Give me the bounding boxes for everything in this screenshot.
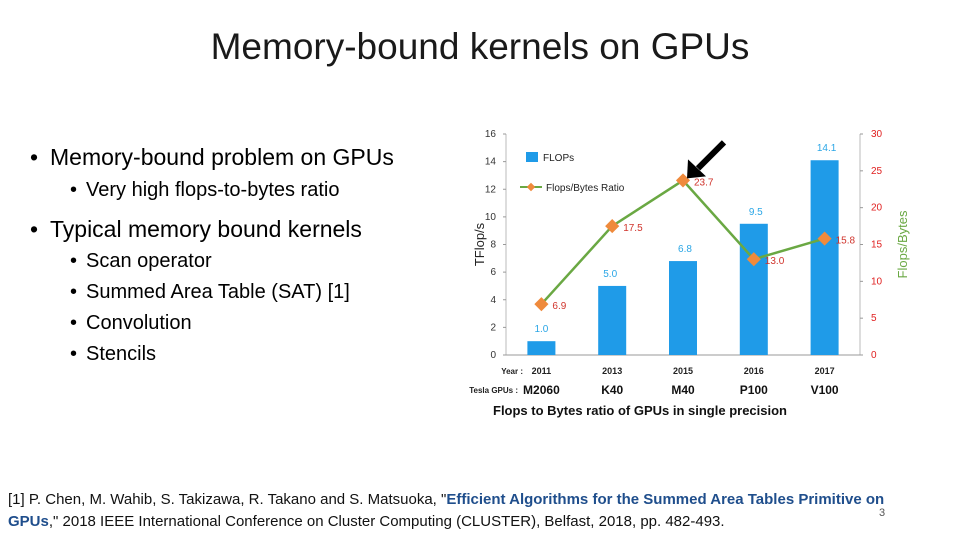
annotation-arrow-shaft: [695, 140, 727, 171]
bar-2015: [669, 261, 697, 355]
x-tick-label-year: 2015: [673, 366, 693, 376]
y2-tick-label: 30: [871, 129, 883, 140]
legend-flops-swatch: [526, 152, 538, 162]
ratio-value-label: 15.8: [836, 236, 856, 247]
reference-suffix: ," 2018 IEEE International Conference on…: [48, 513, 725, 530]
bullet-memory-bound-problem: • Memory-bound problem on GPUs: [30, 144, 394, 170]
ratio-value-label: 23.7: [694, 177, 714, 188]
bullet-flops-ratio: • Very high flops-to-bytes ratio: [70, 179, 340, 201]
y-tick-label: 12: [485, 184, 497, 195]
y2-tick-label: 25: [871, 166, 883, 177]
bar-value-label: 5.0: [603, 269, 617, 280]
x-tick-label-gpu: M2060: [523, 383, 560, 397]
legend-flops-label: FLOPs: [543, 153, 574, 164]
x-tick-label-year: 2013: [602, 366, 622, 376]
legend-ratio-marker: [526, 182, 536, 192]
x-tick-label-gpu: P100: [740, 383, 768, 397]
y2-tick-label: 10: [871, 276, 883, 287]
x-prefix-year: Year :: [501, 367, 523, 376]
slide-title: Memory-bound kernels on GPUs: [210, 26, 750, 67]
y2-tick-label: 5: [871, 313, 877, 324]
y-tick-label: 10: [485, 212, 497, 223]
x-tick-label-gpu: V100: [811, 383, 839, 397]
bullet-text: Summed Area Table (SAT) [1]: [86, 281, 350, 303]
bullet-stencils: • Stencils: [70, 343, 157, 365]
bar-value-label: 14.1: [817, 143, 837, 154]
y-tick-label: 0: [490, 350, 496, 361]
y2-tick-label: 20: [871, 203, 883, 214]
ratio-value-label: 6.9: [552, 301, 566, 312]
bullet-scan: • Scan operator: [70, 250, 212, 272]
bar-value-label: 9.5: [749, 207, 763, 218]
bullet-text: Convolution: [86, 312, 192, 334]
ratio-value-label: 17.5: [623, 223, 643, 234]
bar-2016: [739, 223, 768, 355]
bullet-text: Stencils: [86, 343, 157, 365]
x-prefix-tesla: Tesla GPUs :: [469, 386, 518, 395]
bullet-text: Memory-bound problem on GPUs: [50, 144, 394, 170]
ratio-value-label: 13.0: [765, 256, 785, 267]
y-axis-title: TFlop/s: [472, 222, 487, 266]
y2-axis-title: Flops/Bytes: [895, 210, 910, 278]
bar-2011: [527, 341, 556, 355]
reference-prefix: [1] P. Chen, M. Wahib, S. Takizawa, R. T…: [8, 491, 447, 508]
y-tick-label: 8: [490, 240, 496, 251]
bullet-convolution: • Convolution: [70, 312, 192, 334]
x-tick-label-year: 2011: [532, 366, 552, 376]
reference-citation: [1] P. Chen, M. Wahib, S. Takizawa, R. T…: [8, 489, 888, 533]
ratio-marker-2013: [605, 219, 620, 234]
x-tick-label-gpu: M40: [671, 383, 695, 397]
ratio-marker-2016: [746, 252, 761, 267]
legend-ratio-label: Flops/Bytes Ratio: [546, 183, 625, 194]
page-number: 3: [879, 507, 886, 519]
bar-2017: [810, 160, 839, 355]
y-tick-label: 2: [490, 322, 496, 333]
chart-svg: 0 2 4 6 8 10 12 14 16 0 5 10 15 20 25 30 TFlop/s Flops/By…: [469, 129, 910, 397]
y-tick-label: 6: [490, 267, 496, 278]
reference-title: Efficient Algorithms for the Summed Area…: [8, 491, 885, 530]
bar-value-label: 6.8: [678, 244, 692, 255]
x-tick-label-year: 2017: [815, 366, 835, 376]
y-tick-label: 14: [485, 157, 497, 168]
x-tick-label-year: 2016: [744, 366, 764, 376]
x-tick-label-gpu: K40: [601, 383, 623, 397]
bullet-typical-kernels: • Typical memory bound kernels: [30, 216, 362, 242]
y2-tick-label: 15: [871, 240, 883, 251]
ratio-marker-2015: [675, 173, 691, 188]
flops-chart: 0 2 4 6 8 10 12 14 16 0 5 10 15 20 25 30 TFlop/s Flops/By…: [464, 122, 924, 422]
bullet-sat: • Summed Area Table (SAT) [1]: [70, 281, 350, 303]
bar-value-label: 1.0: [534, 324, 548, 335]
bullet-text: Scan operator: [86, 250, 212, 272]
y-tick-label: 4: [490, 295, 496, 306]
bar-2013: [598, 285, 627, 355]
bullet-text: Very high flops-to-bytes ratio: [86, 179, 340, 201]
bullet-text: Typical memory bound kernels: [50, 216, 362, 242]
y-tick-label: 16: [485, 129, 497, 140]
annotation-arrow-head: [687, 159, 706, 179]
y2-tick-label: 0: [871, 350, 877, 361]
chart-caption: Flops to Bytes ratio of GPUs in single p…: [493, 403, 787, 418]
